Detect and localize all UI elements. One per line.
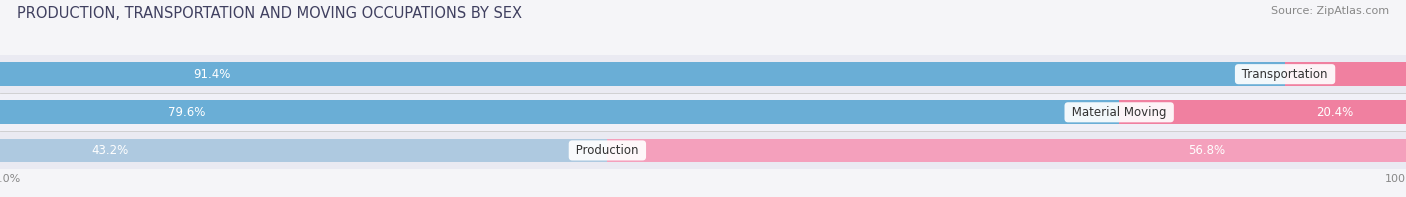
Text: Transportation: Transportation [1239, 68, 1331, 81]
Text: 56.8%: 56.8% [1188, 144, 1225, 157]
Bar [1119, 100, 1406, 124]
Bar [0, 100, 1119, 124]
Bar [0, 93, 1406, 131]
Text: 91.4%: 91.4% [193, 68, 231, 81]
Bar [607, 139, 1406, 162]
Text: Source: ZipAtlas.com: Source: ZipAtlas.com [1271, 6, 1389, 16]
Text: 79.6%: 79.6% [167, 106, 205, 119]
Bar [0, 131, 1406, 169]
Bar [1285, 62, 1406, 86]
Bar [0, 62, 1285, 86]
Bar [0, 139, 607, 162]
Text: PRODUCTION, TRANSPORTATION AND MOVING OCCUPATIONS BY SEX: PRODUCTION, TRANSPORTATION AND MOVING OC… [17, 6, 522, 21]
Text: Material Moving: Material Moving [1069, 106, 1170, 119]
Text: 43.2%: 43.2% [91, 144, 128, 157]
Text: Production: Production [572, 144, 643, 157]
Text: 20.4%: 20.4% [1316, 106, 1353, 119]
Bar [0, 55, 1406, 93]
